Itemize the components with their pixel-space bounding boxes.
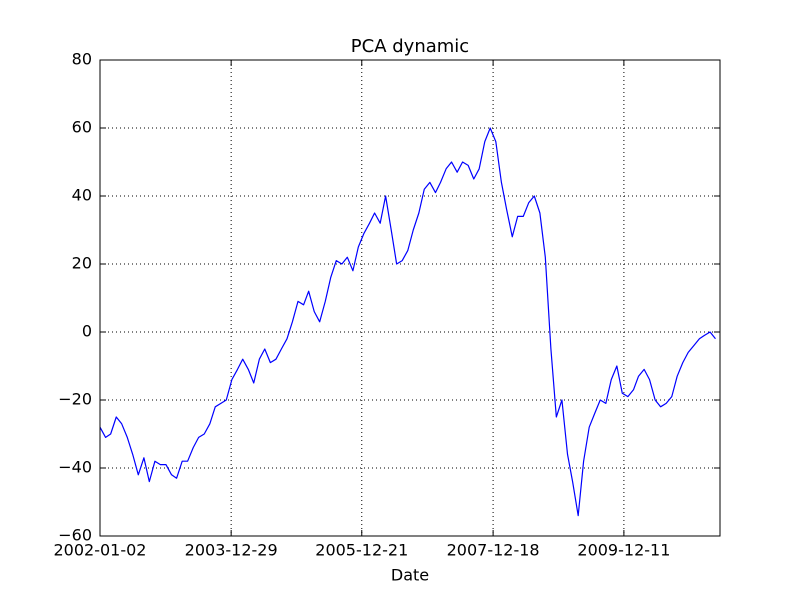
x-tick-label: 2009-12-11	[577, 541, 670, 560]
y-tick-label: 40	[72, 186, 92, 205]
y-tick-label: −40	[58, 458, 92, 477]
y-tick-label: 60	[72, 118, 92, 137]
x-axis-label: Date	[391, 566, 429, 585]
plot-frame	[99, 59, 721, 537]
y-tick-label: −20	[58, 390, 92, 409]
chart-title: PCA dynamic	[351, 36, 469, 57]
data-line	[99, 127, 716, 517]
x-tick-label: 2002-01-02	[54, 541, 147, 560]
x-tick-label: 2003-12-29	[185, 541, 278, 560]
y-tick-label: 20	[72, 254, 92, 273]
y-tick-label: 0	[82, 322, 92, 341]
y-tick-label: 80	[72, 50, 92, 69]
y-tick-label: −60	[58, 526, 92, 545]
x-tick-label: 2005-12-21	[315, 541, 408, 560]
x-tick-label: 2007-12-18	[447, 541, 540, 560]
